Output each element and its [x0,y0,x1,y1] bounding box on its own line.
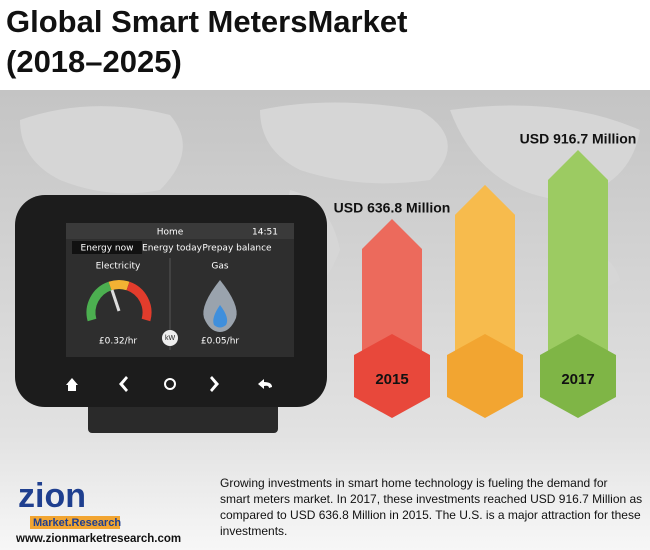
tab-label: Prepay balance [202,244,272,254]
description-line: Growing investments in smart home techno… [220,476,608,490]
screen-time: 14:51 [252,228,278,238]
category-label: 2017 [561,371,594,388]
screen-header [66,223,294,239]
bar-base [447,334,523,418]
title-line: Global Smart MetersMarket [6,4,407,39]
smart-meter-device: Home 14:51 Energy now Energy today Prepa… [15,195,327,433]
nav-icons [66,376,272,392]
title-band [0,0,650,90]
gauge-green [86,281,112,322]
unit-button [162,330,178,346]
rate: £0.32/hr [99,337,138,347]
description-line: smart meters market. In 2017, these inve… [220,492,642,506]
logo-name: zion [18,477,86,515]
description-line: investments. [220,524,287,538]
category-label: 2015 [375,371,408,388]
tab-label: Energy today [142,244,203,254]
rate: £0.05/hr [201,337,240,347]
logo: zion Market.Research www.zionmarketresea… [15,477,181,545]
screen-title: Home [157,228,184,238]
value-label: USD 916.7 Million [520,131,637,147]
gauge-label: Electricity [96,262,141,272]
tab [72,241,142,254]
title-line: (2018–2025) [6,44,182,79]
description-line: compared to USD 636.8 Million in 2015. T… [220,508,641,522]
bar-base [540,334,616,418]
logo-tagline-bg [30,516,120,529]
bar-base [354,334,430,418]
bar-chart: 2015 USD 636.8 Million 2017 USD 916.7 Milli… [334,131,637,418]
gauge-needle [110,289,121,312]
bar [455,184,515,376]
description: Growing investments in smart home techno… [220,476,642,538]
logo-tagline: Market.Research [33,517,121,529]
logo-url: www.zionmarketresearch.com [15,533,181,545]
gauge-red [126,281,152,322]
value-label: USD 636.8 Million [334,200,451,216]
bar [548,150,608,376]
tab-label: Energy now [81,244,134,254]
gauge-label: Gas [211,262,228,272]
gauge-yellow [108,280,130,291]
unit-label: kW [165,335,176,342]
gas-flame-inner [213,305,228,328]
bar [362,219,422,376]
